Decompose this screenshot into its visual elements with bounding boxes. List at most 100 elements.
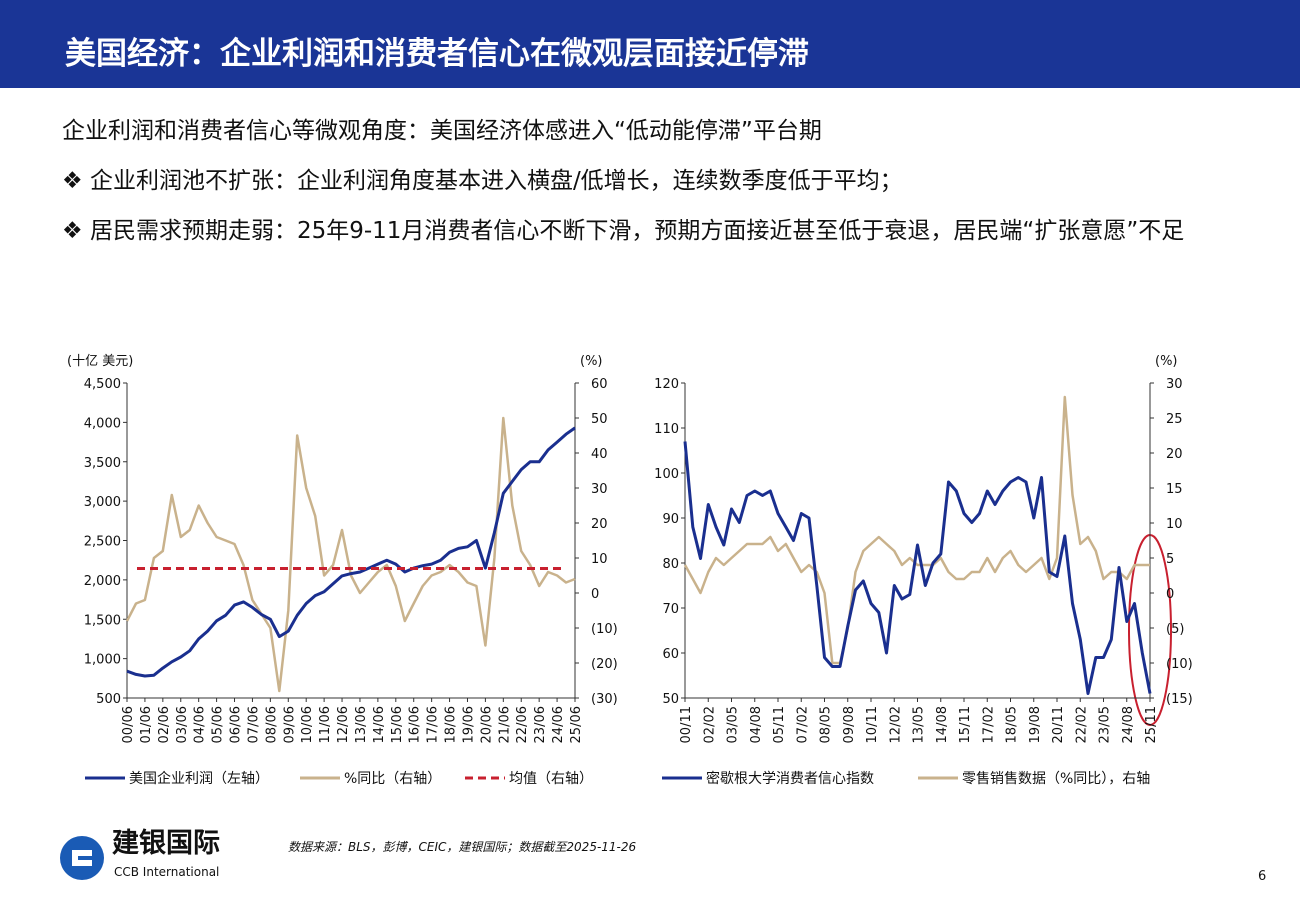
y-tick-label: 120 [654,377,679,392]
x-tick-label: 00/11 [679,706,694,743]
x-tick-label: 08/06 [264,706,279,743]
y2-tick-label: 20 [591,517,608,532]
y2-tick-label: 15 [1166,482,1183,497]
y-tick-label: 60 [662,647,679,662]
x-tick-label: 04/06 [193,706,208,743]
x-tick-label: 02/06 [157,706,172,743]
x-tick-label: 10/11 [865,706,880,743]
x-tick-label: 19/08 [1028,706,1043,743]
y2-tick-label: 25 [1166,412,1183,427]
x-tick-label: 16/06 [408,706,423,743]
x-tick-label: 15/06 [390,706,405,743]
legend-label: %同比（右轴） [344,771,441,787]
legend-label: 零售销售数据（%同比），右轴 [962,771,1150,787]
bullet-text: 居民需求预期走弱：25年9-11月消费者信心不断下滑，预期方面接近甚至低于衰退，… [89,218,1185,244]
y2-tick-label: (15) [1166,692,1193,707]
y2-tick-label: (30) [591,692,618,707]
x-tick-label: 06/06 [229,706,244,743]
x-tick-label: 17/06 [426,706,441,743]
y2-tick-label: 0 [591,587,599,602]
bullet: ❖ 居民需求预期走弱：25年9-11月消费者信心不断下滑，预期方面接近甚至低于衰… [62,218,1185,244]
x-tick-label: 04/08 [749,706,764,743]
y-tick-label: 70 [662,602,679,617]
x-tick-label: 15/11 [958,706,973,743]
x-tick-label: 23/05 [1098,706,1113,743]
x-tick-label: 05/06 [211,706,226,743]
x-tick-label: 10/06 [300,706,315,743]
y2-tick-label: 30 [1166,377,1183,392]
x-tick-label: 24/06 [551,706,566,743]
x-tick-label: 19/06 [461,706,476,743]
y2-unit: (%) [580,354,603,369]
legend-label: 均值（右轴） [509,771,593,787]
y-tick-label: 90 [662,512,679,527]
y2-tick-label: (20) [591,657,618,672]
x-tick-label: 22/02 [1074,706,1089,743]
logo-text: 建银国际 [112,828,220,859]
x-tick-label: 09/06 [282,706,297,743]
logo-glyph [72,850,92,866]
y2-tick-label: 5 [1166,552,1174,567]
x-tick-label: 23/06 [533,706,548,743]
x-tick-label: 20/11 [1051,706,1066,743]
y2-tick-label: 60 [591,377,608,392]
bullet: ❖ 企业利润池不扩张：企业利润角度基本进入横盘/低增长，连续数季度低于平均； [62,168,903,194]
y-tick-label: 2,500 [84,535,121,550]
bullet-text: 企业利润池不扩张：企业利润角度基本进入横盘/低增长，连续数季度低于平均； [89,168,903,194]
x-tick-label: 03/05 [726,706,741,743]
x-tick-label: 08/05 [819,706,834,743]
x-tick-label: 17/02 [981,706,996,743]
series-line [683,395,1150,665]
y-tick-label: 4,000 [84,416,121,431]
logo-mark [60,836,104,880]
y2-tick-label: (5) [1166,622,1184,637]
x-tick-label: 11/06 [318,706,333,743]
source-note: 数据来源：BLS，彭博，CEIC，建银国际；数据截至2025-11-26 [288,840,637,854]
x-tick-label: 12/06 [336,706,351,743]
x-tick-label: 20/06 [479,706,494,743]
y-unit: (十亿 美元) [67,354,133,369]
y-tick-label: 3,500 [84,456,121,471]
series-line [126,426,576,678]
series-line [683,441,1152,695]
y-tick-label: 50 [662,692,679,707]
y2-tick-label: 10 [591,552,608,567]
y2-tick-label: 50 [591,412,608,427]
y-tick-label: 100 [654,467,679,482]
x-tick-label: 09/08 [842,706,857,743]
legend-label: 密歇根大学消费者信心指数 [706,770,874,787]
y2-tick-label: 20 [1166,447,1183,462]
header-bar: 美国经济：企业利润和消费者信心在微观层面接近停滞 [0,0,1300,88]
slide-title: 美国经济：企业利润和消费者信心在微观层面接近停滞 [65,36,809,72]
x-tick-label: 22/06 [515,706,530,743]
legend-label: 美国企业利润（左轴） [129,770,269,787]
x-tick-label: 21/06 [497,706,512,743]
x-tick-label: 13/05 [912,706,927,743]
y-tick-label: 1,000 [84,653,121,668]
x-tick-label: 25/11 [1144,706,1159,743]
y2-tick-label: (10) [591,622,618,637]
y2-tick-label: 40 [591,447,608,462]
x-tick-label: 07/06 [246,706,261,743]
x-tick-label: 05/11 [772,706,787,743]
x-tick-label: 14/06 [372,706,387,743]
x-tick-label: 00/06 [121,706,136,743]
x-tick-label: 02/02 [702,706,717,743]
x-tick-label: 07/02 [795,706,810,743]
x-tick-label: 01/06 [139,706,154,743]
y2-tick-label: (10) [1166,657,1193,672]
x-tick-label: 14/08 [935,706,950,743]
x-tick-label: 18/06 [444,706,459,743]
x-tick-label: 25/06 [569,706,584,743]
y-tick-label: 2,000 [84,574,121,589]
y-tick-label: 110 [654,422,679,437]
y2-unit: (%) [1155,354,1178,369]
intro: 企业利润和消费者信心等微观角度：美国经济体感进入“低动能停滞”平台期 [62,118,822,144]
series-line [125,416,576,693]
x-tick-label: 18/05 [1005,706,1020,743]
y-tick-label: 3,000 [84,495,121,510]
x-tick-label: 13/06 [354,706,369,743]
logo [60,836,104,880]
